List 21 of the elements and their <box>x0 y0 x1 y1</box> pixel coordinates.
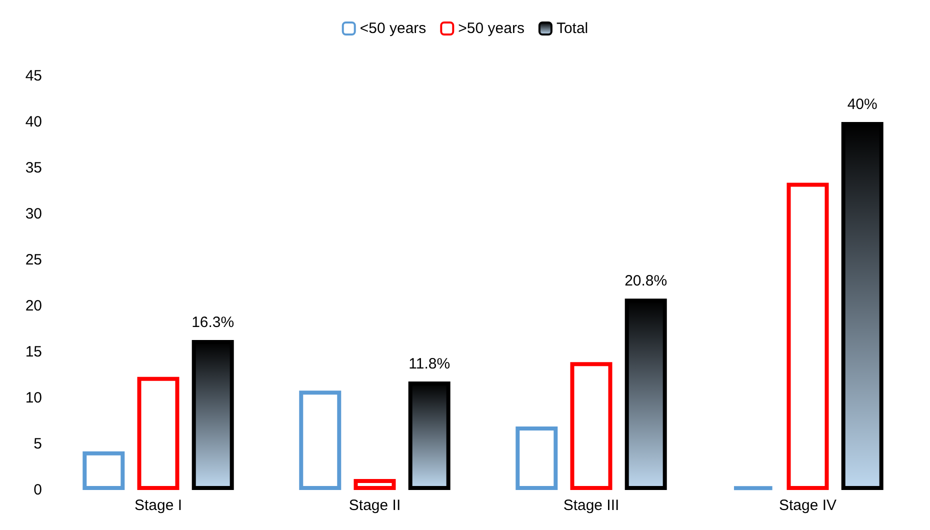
y-tick-label: 10 <box>25 390 42 406</box>
y-tick-label: 30 <box>25 206 42 222</box>
x-tick-label: Stage II <box>348 497 401 514</box>
y-tick-label: 45 <box>25 68 42 84</box>
y-tick-label: 20 <box>25 298 42 314</box>
x-tick-label: Stage I <box>134 497 182 514</box>
y-tick-label: 5 <box>34 436 42 452</box>
legend-label: >50 years <box>458 20 524 37</box>
data-label: 40% <box>847 96 878 113</box>
x-tick-label: Stage IV <box>778 497 837 514</box>
legend-label: Total <box>556 20 588 37</box>
y-tick-label: 40 <box>25 114 42 130</box>
data-label: 16.3% <box>192 314 234 332</box>
legend-label: <50 years <box>360 20 426 37</box>
y-tick-label: 25 <box>25 252 42 268</box>
y-tick-label: 35 <box>25 160 42 176</box>
x-tick-label: Stage III <box>563 497 620 514</box>
y-tick-label: 0 <box>34 482 42 498</box>
data-label: 20.8% <box>624 272 668 290</box>
y-tick-label: 15 <box>25 344 42 360</box>
data-label: 11.8% <box>408 355 450 372</box>
